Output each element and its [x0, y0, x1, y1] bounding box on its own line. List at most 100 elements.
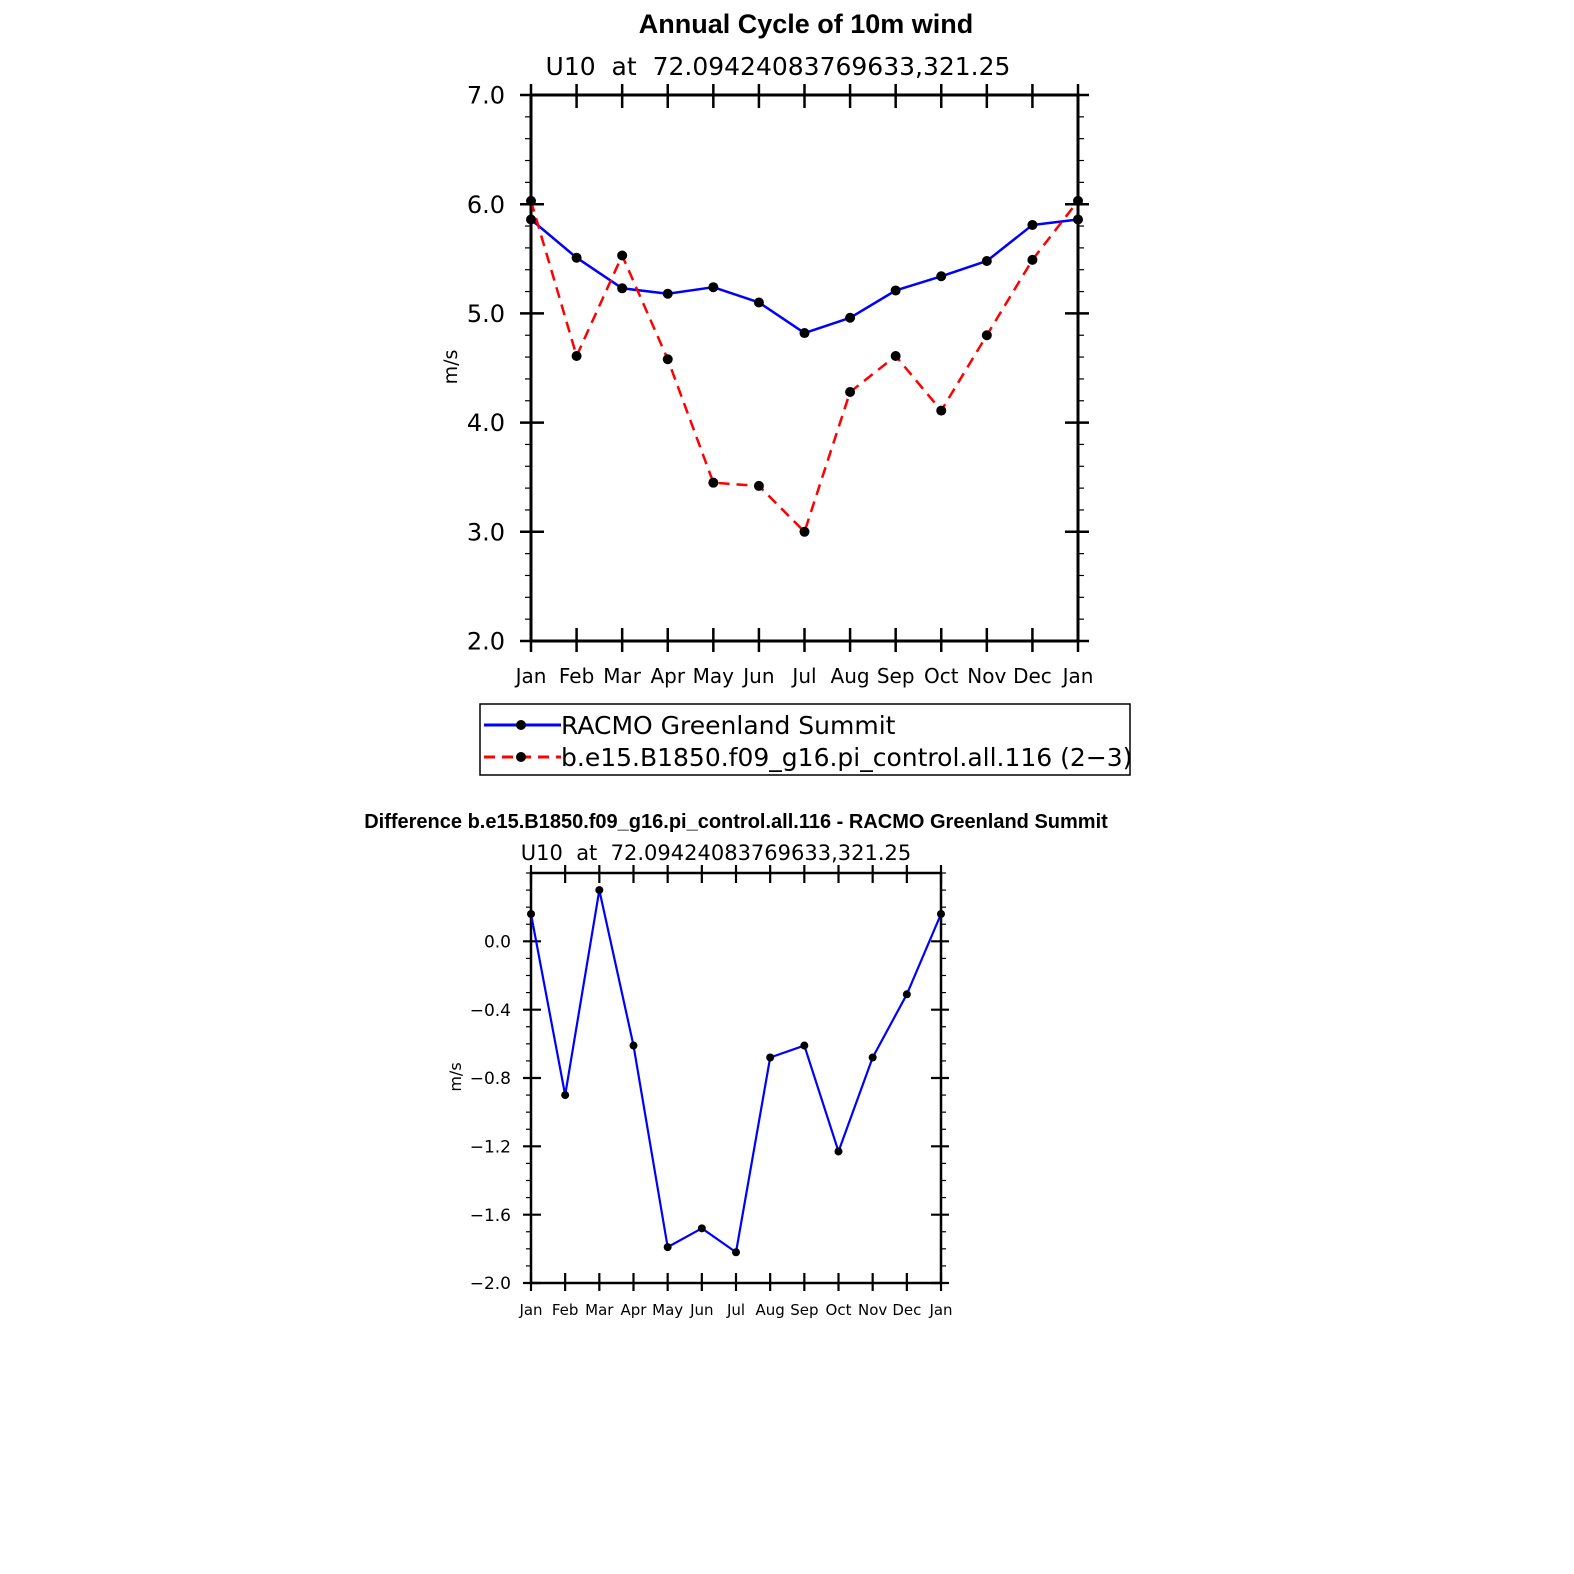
x-tick-label: Apr	[650, 664, 685, 688]
data-point-series-0	[753, 297, 764, 308]
x-tick-label: Oct	[826, 1301, 852, 1319]
data-point-series-1	[981, 330, 992, 341]
data-point-series-0	[732, 1248, 740, 1257]
series-line-1	[529, 200, 1079, 534]
data-point-series-1	[617, 250, 628, 261]
data-point-series-0	[663, 1243, 672, 1252]
series-line-0	[529, 888, 943, 1254]
data-point-series-0	[799, 328, 810, 339]
x-tick-label: Jan	[1061, 664, 1094, 688]
y-tick-label: −1.2	[470, 1137, 511, 1157]
x-tick-label: Dec	[1013, 664, 1052, 688]
data-point-series-1	[753, 480, 764, 491]
y-tick-label: 2.0	[467, 628, 505, 656]
data-point-series-0	[902, 990, 911, 999]
x-tick-label: Nov	[967, 664, 1006, 688]
legend-box	[479, 703, 1131, 776]
data-point-series-1	[799, 526, 810, 537]
data-point-series-0	[936, 271, 947, 282]
x-tick-label: Aug	[756, 1301, 785, 1319]
data-point-series-0	[1073, 214, 1083, 225]
data-point-series-0	[981, 255, 992, 266]
data-point-series-0	[868, 1053, 877, 1062]
series-line-0	[530, 218, 1079, 335]
x-tick-label: Feb	[552, 1301, 579, 1319]
chart-title: Difference b.e15.B1850.f09_g16.pi_contro…	[364, 811, 1108, 833]
data-point-series-0	[800, 1041, 809, 1050]
data-point-series-0	[708, 282, 719, 293]
x-tick-label: May	[693, 664, 735, 688]
x-tick-label: Jan	[518, 1301, 542, 1319]
annual-cycle-panel: Annual Cycle of 10m wind U10 at 72.09424…	[440, 9, 1132, 776]
data-point-series-0	[766, 1053, 775, 1062]
plot-frame	[529, 93, 1080, 643]
x-tick-label: Nov	[858, 1301, 887, 1319]
y-tick-label: 6.0	[467, 191, 505, 219]
data-point-series-1	[1073, 195, 1083, 206]
y-tick-label: 5.0	[467, 300, 505, 328]
data-point-series-1	[662, 354, 673, 365]
data-point-series-1	[526, 195, 536, 206]
data-point-series-0	[845, 312, 856, 323]
axis-ticks: Jan Feb Mar Apr May Jun Jul Aug Sep Oct Nov Dec Jan 2…	[467, 82, 1094, 688]
legend-label-model: b.e15.B1850.f09_g16.pi_control.all.116 (…	[561, 743, 1132, 772]
data-point-series-1	[890, 350, 901, 361]
data-point-series-0	[697, 1224, 706, 1233]
data-point-series-1	[936, 405, 947, 416]
data-point-series-1	[571, 350, 582, 361]
y-tick-label: 7.0	[467, 82, 505, 110]
x-tick-label: Jan	[514, 664, 547, 688]
x-tick-label: Jun	[741, 664, 774, 688]
data-point-series-0	[1027, 219, 1038, 230]
y-tick-label: 0.0	[484, 932, 511, 952]
legend: RACMO Greenland Summit b.e15.B1850.f09_g…	[479, 703, 1132, 776]
data-point-series-0	[937, 910, 945, 918]
x-tick-label: Mar	[603, 664, 642, 688]
chart-subtitle: U10 at 72.09424083769633,321.25	[546, 52, 1011, 81]
data-point-series-0	[595, 886, 604, 895]
x-tick-label: Sep	[790, 1301, 818, 1319]
series-layer	[526, 195, 1083, 537]
x-tick-label: Dec	[892, 1301, 921, 1319]
x-tick-label: Jan	[928, 1301, 952, 1319]
plot-border	[529, 93, 1080, 643]
y-tick-label: −0.4	[470, 1001, 511, 1021]
y-axis-label: m/s	[446, 1062, 465, 1091]
chart-subtitle: U10 at 72.09424083769633,321.25	[521, 841, 912, 865]
data-point-series-0	[834, 1147, 843, 1156]
x-tick-label: Aug	[831, 664, 870, 688]
y-tick-label: −0.8	[470, 1069, 511, 1089]
legend-marker-model	[516, 752, 526, 762]
data-point-series-0	[617, 283, 628, 294]
y-tick-label: −1.6	[470, 1206, 511, 1226]
data-point-series-0	[890, 285, 901, 296]
data-point-series-0	[629, 1041, 638, 1050]
series-layer	[527, 886, 945, 1257]
x-tick-label: Mar	[585, 1301, 614, 1319]
axis-ticks: Jan Feb Mar Apr May Jun Jul Aug Sep Oct Nov Dec Jan−…	[470, 865, 953, 1319]
data-point-series-1	[1027, 254, 1038, 265]
x-tick-label: Oct	[924, 664, 959, 688]
data-point-series-0	[561, 1091, 570, 1100]
x-tick-label: Feb	[559, 664, 594, 688]
data-point-series-1	[845, 387, 856, 398]
legend-label-racmo: RACMO Greenland Summit	[561, 711, 896, 740]
x-tick-label: Apr	[621, 1301, 648, 1319]
data-point-series-1	[708, 477, 719, 488]
x-tick-label: May	[652, 1301, 683, 1319]
data-point-series-0	[527, 910, 535, 918]
y-tick-label: 4.0	[467, 409, 505, 437]
data-point-series-0	[526, 214, 536, 225]
y-axis-label: m/s	[440, 350, 462, 385]
x-tick-label: Jul	[790, 664, 816, 688]
x-tick-label: Jul	[726, 1301, 745, 1319]
y-tick-label: −2.0	[470, 1274, 511, 1294]
x-tick-label: Sep	[877, 664, 915, 688]
difference-panel: Difference b.e15.B1850.f09_g16.pi_contro…	[364, 811, 1108, 1319]
x-tick-label: Jun	[689, 1301, 713, 1319]
legend-marker-racmo	[516, 720, 526, 730]
chart-title: Annual Cycle of 10m wind	[639, 9, 974, 39]
data-point-series-0	[662, 288, 673, 299]
data-point-series-0	[571, 252, 582, 263]
